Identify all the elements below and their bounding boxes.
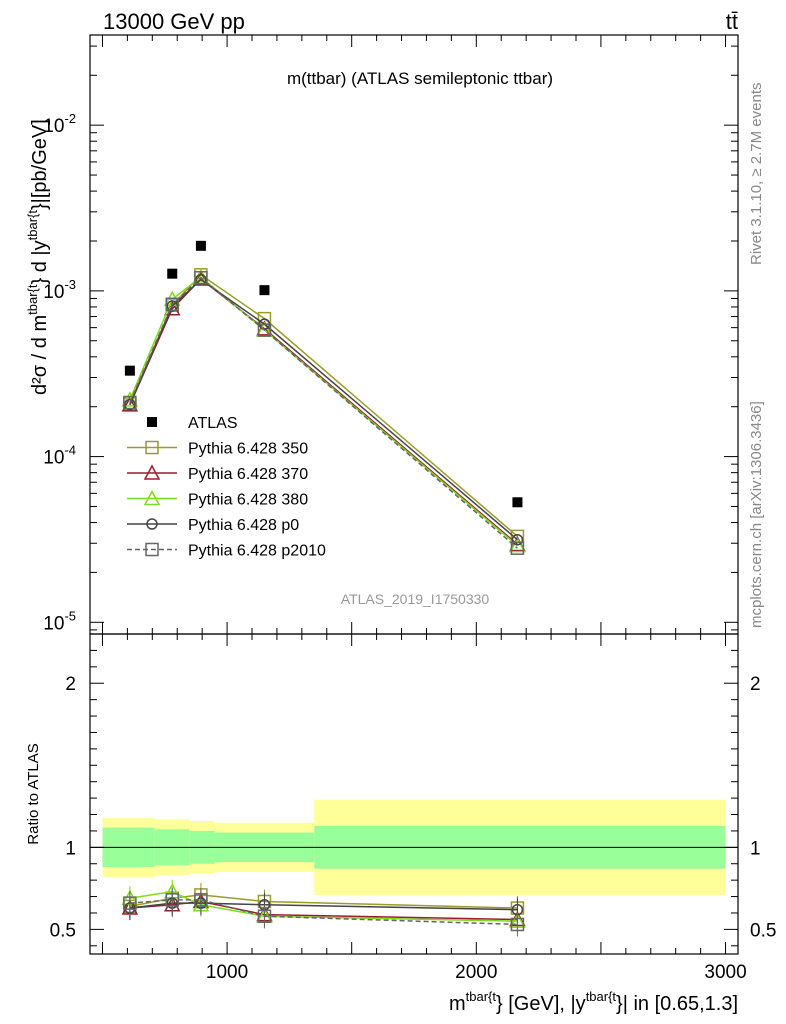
data-point xyxy=(165,297,179,312)
legend-entry: Pythia 6.428 370 xyxy=(127,464,308,483)
legend-marker xyxy=(147,417,157,427)
ratio-data-layer xyxy=(121,879,526,937)
ratio-ytick-label-right: 0.5 xyxy=(750,920,776,941)
legend-entry: Pythia 6.428 380 xyxy=(127,489,308,509)
watermark: ATLAS_2019_I1750330 xyxy=(341,591,490,607)
legend-entry: Pythia 6.428 350 xyxy=(127,441,308,458)
ratio-series-line xyxy=(129,899,518,926)
ratio-bands xyxy=(90,799,738,895)
main-ytick-mantissa: 10 xyxy=(43,116,64,137)
data-point xyxy=(511,533,524,546)
legend-marker xyxy=(145,440,159,455)
legend-marker xyxy=(146,518,158,530)
main-ytick-mantissa: 10 xyxy=(43,282,64,303)
legend-marker xyxy=(145,542,159,557)
series-line xyxy=(129,276,518,549)
legend-entry: Pythia 6.428 p0 xyxy=(127,517,299,534)
main-ylabel-main: d²σ / d m xyxy=(29,315,51,395)
main-ylabel: d²σ / d mtbar{t} d |ytbar{t}|[pb/GeV] xyxy=(25,119,51,395)
ratio-point xyxy=(510,917,525,932)
data-point xyxy=(510,541,525,555)
ratio-xtick-label: 2000 xyxy=(455,962,497,983)
main-ylabel-sup2: tbar{t xyxy=(25,210,40,241)
ratio-point xyxy=(257,909,272,924)
legend-marker xyxy=(143,489,161,506)
data-point xyxy=(123,395,137,410)
main-title: m(ttbar) (ATLAS semileptonic ttbar) xyxy=(287,69,553,88)
data-point xyxy=(512,497,523,508)
main-ytick-exponent: -2 xyxy=(64,111,76,126)
data-point xyxy=(167,268,178,279)
legend-label: Pythia 6.428 350 xyxy=(188,441,308,458)
data-point xyxy=(124,365,135,376)
ratio-ytick-label-right: 1 xyxy=(750,838,761,859)
data-point xyxy=(124,398,136,411)
legend: ATLAS Pythia 6.428 350 Pythia 6.428 370 Pyt… xyxy=(127,415,326,560)
ratio-xlabel-a: m xyxy=(449,993,466,1015)
series-line xyxy=(129,278,518,541)
ratio-point xyxy=(194,893,208,907)
header-right: tt̄ xyxy=(726,9,738,34)
mcplots-label: mcplots.cern.ch [arXiv:1306.3436] xyxy=(748,401,765,628)
main-ylabel-mid: } d |y xyxy=(29,240,51,284)
main-ytick-label: 10-4 xyxy=(43,443,76,469)
data-point xyxy=(166,300,178,312)
ratio-point xyxy=(123,896,137,910)
data-point xyxy=(195,273,207,286)
main-ytick-exponent: -4 xyxy=(64,443,76,458)
main-ytick-mantissa: 10 xyxy=(43,448,64,469)
main-ytick-mantissa: 10 xyxy=(43,613,64,634)
main-data-layer xyxy=(121,240,526,555)
legend-marker xyxy=(143,464,161,480)
ratio-xlabel-sup2: tbar{t xyxy=(586,989,617,1004)
series-atlas xyxy=(124,240,523,508)
data-point xyxy=(121,396,139,412)
series-pythia-6-428-380 xyxy=(121,268,526,553)
ratio-xlabel: mtbar{t} [GeV], |ytbar{t}| in [0.65,1.3] xyxy=(449,989,738,1015)
legend-label: Pythia 6.428 380 xyxy=(188,492,308,509)
series-pythia-6-428-p2010 xyxy=(123,271,525,555)
ratio-ytick-label: 1 xyxy=(65,838,76,859)
main-ytick-label: 10-5 xyxy=(43,608,76,634)
legend-label: Pythia 6.428 370 xyxy=(188,466,308,483)
ratio-frame xyxy=(89,633,739,955)
legend-entry: ATLAS xyxy=(147,415,238,432)
legend-label: Pythia 6.428 p0 xyxy=(188,517,299,534)
main-panel: 10-210-310-410-5 m(ttbar) (ATLAS semilep… xyxy=(25,34,739,635)
ratio-series-pythia-6-428-p2010 xyxy=(123,887,525,937)
series-pythia-6-428-370 xyxy=(121,270,526,552)
data-point xyxy=(194,271,208,285)
ratio-xtick-label: 1000 xyxy=(206,962,248,983)
data-point xyxy=(121,391,139,407)
ratio-xtick-label: 3000 xyxy=(704,962,746,983)
ratio-xlabel-c: }| in [0.65,1.3] xyxy=(616,993,738,1015)
legend-entry: Pythia 6.428 p2010 xyxy=(127,543,326,560)
main-ticks: 10-210-310-410-5 xyxy=(43,35,738,634)
data-point xyxy=(195,240,206,251)
ratio-ytick-label: 0.5 xyxy=(50,920,76,941)
main-ylabel-sup1: tbar{t xyxy=(25,284,40,315)
ratio-ylabel: Ratio to ATLAS xyxy=(25,743,42,844)
main-ytick-label: 10-2 xyxy=(43,111,76,137)
ratio-point xyxy=(165,893,179,907)
series-pythia-6-428-p0 xyxy=(124,273,524,546)
main-ytick-exponent: -5 xyxy=(64,608,76,623)
data-point xyxy=(509,537,526,553)
ratio-xlabel-sup1: tbar{t xyxy=(466,989,497,1004)
ratio-ytick-label: 2 xyxy=(65,674,76,695)
main-ylabel-tail: }|[pb/GeV] xyxy=(29,119,51,210)
main-ytick-label: 10-3 xyxy=(43,277,76,303)
legend-label: Pythia 6.428 p2010 xyxy=(188,543,326,560)
header-left: 13000 GeV pp xyxy=(103,9,245,34)
rivet-label: Rivet 3.1.10, ≥ 2.7M events xyxy=(748,83,765,266)
main-ytick-exponent: -3 xyxy=(64,277,76,292)
legend-label: ATLAS xyxy=(188,415,238,432)
data-point xyxy=(259,285,270,296)
ratio-xlabel-b: } [GeV], |y xyxy=(496,993,586,1015)
data-point xyxy=(257,323,272,337)
ratio-ytick-label-right: 2 xyxy=(750,674,761,695)
